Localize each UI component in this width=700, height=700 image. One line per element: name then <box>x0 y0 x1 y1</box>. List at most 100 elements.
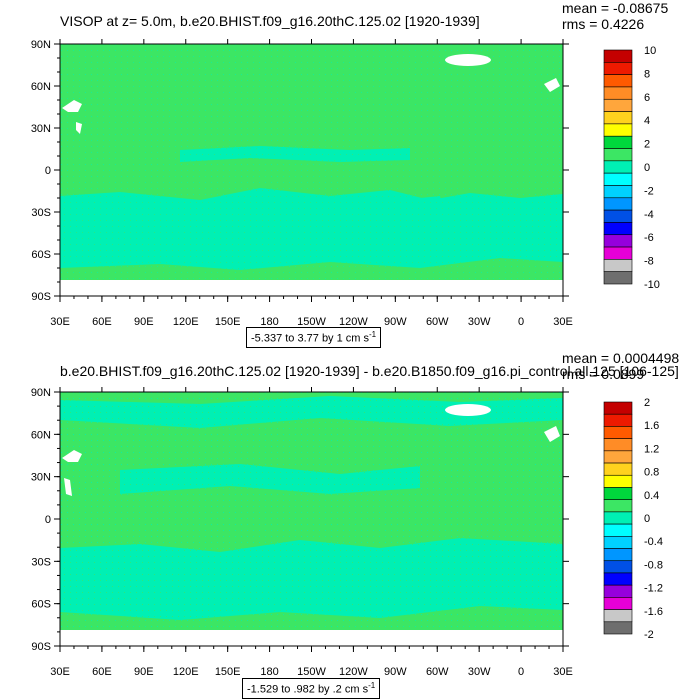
y-tick-label: 0 <box>45 514 51 526</box>
colorbar-swatch <box>603 609 633 623</box>
colorbar-label: 0 <box>644 513 650 525</box>
colorbar-swatch <box>603 401 633 415</box>
colorbar-swatch <box>603 234 633 248</box>
x-tick-label: 30E <box>50 666 70 678</box>
panel1-range-box: -5.337 to 3.77 by 1 cm s-1 <box>246 327 382 348</box>
colorbar-label: -8 <box>644 256 654 268</box>
y-tick-label: 60S <box>31 249 51 261</box>
panel2-range-text: -1.529 to .982 by .2 cm s <box>247 683 369 696</box>
panel1-range-text: -5.337 to 3.77 by 1 cm s <box>251 332 370 345</box>
panel1-rms: rms = 0.4226 <box>562 16 645 32</box>
colorbar-swatch <box>603 123 633 137</box>
x-tick-label: 90W <box>384 316 407 328</box>
colorbar-label: -1.2 <box>644 583 663 595</box>
colorbar-swatch <box>603 74 633 88</box>
x-tick-label: 150W <box>297 316 326 328</box>
colorbar-label: -2 <box>644 185 654 197</box>
panel2-range-box: -1.529 to .982 by .2 cm s-1 <box>242 678 381 699</box>
colorbar-swatch <box>603 197 633 211</box>
y-tick-label: 60N <box>31 429 51 441</box>
colorbar-swatch <box>603 499 633 513</box>
colorbar-label: -1.6 <box>644 606 663 618</box>
colorbar-swatch <box>603 511 633 525</box>
x-tick-label: 30E <box>553 316 573 328</box>
y-tick-label: 90N <box>31 387 51 399</box>
colorbar-swatch <box>603 222 633 236</box>
colorbar-swatch <box>603 536 633 549</box>
colorbar-swatch <box>603 246 633 260</box>
x-tick-label: 120W <box>339 316 368 328</box>
x-tick-label: 180 <box>260 666 278 678</box>
y-tick-label: 60S <box>31 599 51 611</box>
x-tick-label: 150E <box>215 316 241 328</box>
x-tick-label: 150W <box>297 666 326 678</box>
panel2-mean: mean = 0.0004498 <box>562 350 680 366</box>
colorbar-swatch <box>603 135 633 149</box>
colorbar-label: -0.4 <box>644 536 663 548</box>
panel1-map <box>58 43 564 297</box>
panel2-map <box>59 391 564 647</box>
x-tick-label: 180 <box>260 316 278 328</box>
colorbar-swatch <box>603 474 633 488</box>
x-tick-label: 60W <box>426 316 449 328</box>
panel1-greenland-mask <box>445 54 491 66</box>
y-tick-label: 30N <box>31 123 51 135</box>
x-tick-label: 60W <box>426 666 449 678</box>
colorbar-swatch <box>603 62 633 75</box>
panel2-greenland-mask <box>445 404 491 416</box>
colorbar-label: 0 <box>644 162 650 174</box>
axes-layer: 30E 60E 90E 120E 150E 180 150W 120W 90W 60W 30W 0 30… <box>31 39 573 678</box>
y-tick-label: 60N <box>31 81 51 93</box>
x-tick-label: 0 <box>518 316 524 328</box>
colorbar-swatch <box>603 49 633 63</box>
colorbar-label: 2 <box>644 397 650 409</box>
colorbar-swatch <box>603 148 633 162</box>
x-tick-label: 120E <box>173 316 199 328</box>
colorbar-swatch <box>603 584 633 598</box>
colorbar-label: 0.8 <box>644 467 659 479</box>
panel1-mean: mean = -0.08675 <box>562 0 669 16</box>
colorbar-label: 8 <box>644 68 650 80</box>
colorbar-label: -2 <box>644 629 654 641</box>
y-tick-label: 90S <box>31 641 51 653</box>
x-tick-label: 0 <box>518 666 524 678</box>
colorbar-swatch <box>603 572 633 586</box>
panel2-rms: rms = 0.0899 <box>562 366 645 382</box>
x-tick-label: 90W <box>384 666 407 678</box>
colorbar-swatch <box>603 271 633 285</box>
colorbar-swatch <box>603 523 633 537</box>
colorbar-swatch <box>603 548 633 562</box>
colorbar-swatch <box>603 621 633 635</box>
colorbar-swatch <box>603 487 633 500</box>
colorbar-label: 0.4 <box>644 490 659 502</box>
y-tick-label: 0 <box>45 165 51 177</box>
colorbar-swatch <box>603 426 633 439</box>
x-tick-label: 90E <box>134 666 154 678</box>
colorbar-label: -6 <box>644 232 654 244</box>
y-tick-label: 90S <box>31 291 51 303</box>
colorbar-swatch <box>603 98 633 112</box>
x-tick-label: 30E <box>50 316 70 328</box>
x-tick-label: 30W <box>468 316 491 328</box>
x-tick-label: 120E <box>173 666 199 678</box>
y-tick-label: 30S <box>31 207 51 219</box>
colorbar-swatch <box>603 185 633 199</box>
colorbar-layer: 10 8 6 4 2 0 -2 -4 -6 -8 -10 2 1.6 1.2 0.8 0.4 0 -0.4 -0.8… <box>603 45 663 641</box>
colorbar-swatch <box>603 111 633 125</box>
colorbar-swatch <box>603 86 633 100</box>
panel2-range-exp: -1 <box>368 681 376 690</box>
colorbar-label: 1.2 <box>644 443 659 455</box>
panel1-range-exp: -1 <box>369 330 377 339</box>
colorbar-label: 10 <box>644 45 656 57</box>
colorbar-label: -0.8 <box>644 559 663 571</box>
colorbar-swatch <box>603 413 633 427</box>
colorbar-label: 1.6 <box>644 420 659 432</box>
colorbar-swatch <box>603 462 633 476</box>
colorbar-swatch <box>603 560 633 574</box>
colorbar-swatch <box>603 438 633 452</box>
colorbar-label: 6 <box>644 92 650 104</box>
x-tick-label: 60E <box>92 666 112 678</box>
x-tick-label: 60E <box>92 316 112 328</box>
colorbar-label: -10 <box>644 279 660 291</box>
